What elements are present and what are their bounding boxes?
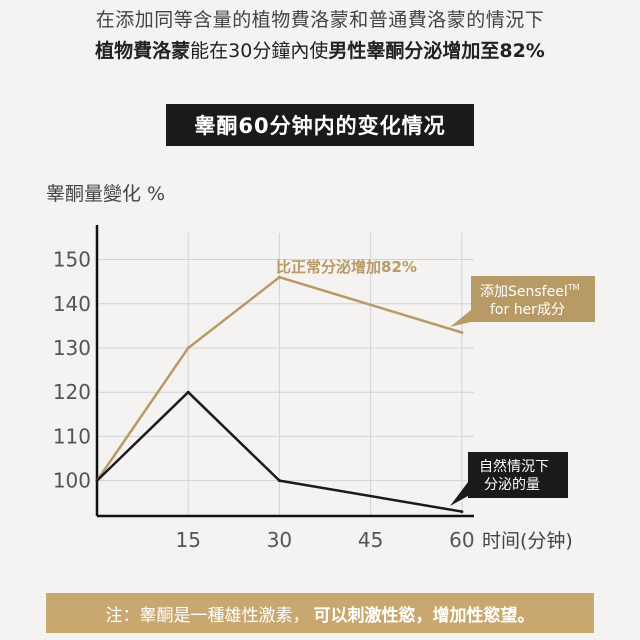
data-point-natural-60 (460, 510, 464, 514)
legend-black-pointer (450, 482, 468, 506)
legend-gold-tm: TM (567, 283, 580, 292)
data-point-natural-0 (95, 479, 99, 483)
intro-line-1: 在添加同等含量的植物費洛蒙和普通費洛蒙的情況下 (95, 9, 545, 31)
data-point-sensfeel-15 (186, 346, 190, 350)
y-tick-label-100: 100 (53, 469, 91, 493)
legend-gold-callout: 添加SensfeelTM for her成分 (450, 276, 595, 327)
data-point-sensfeel-30 (277, 275, 281, 279)
x-tick-label-45: 45 (358, 528, 383, 552)
y-tick-label-130: 130 (53, 336, 91, 360)
legend-black-line-1: 自然情況下 (479, 458, 549, 475)
legend-black-callout: 自然情況下 分泌的量 (450, 452, 568, 506)
footer-note-emphasis: 可以刺激性慾，增加性慾望。 (313, 605, 535, 626)
x-tick-label-60: 60 (449, 528, 474, 552)
intro-highlight-plant: 植物費洛蒙 (95, 40, 191, 62)
y-tick-label-110: 110 (53, 424, 91, 448)
intro-middle-text: 能在30分鐘內使 (190, 40, 329, 62)
line-chart: 睾酮量變化 % 时间(分钟) 100 110 120 130 140 150 15 30 45 6… (46, 183, 595, 552)
legend-gold-line-1: 添加Sensfeel (480, 284, 568, 300)
y-axis-label: 睾酮量變化 % (46, 183, 165, 205)
x-axis-label: 时间(分钟) (482, 530, 573, 552)
x-tick-label-15: 15 (175, 528, 200, 552)
y-tick-label-150: 150 (53, 248, 91, 272)
data-point-sensfeel-60 (460, 330, 464, 334)
legend-black-line-2: 分泌的量 (484, 477, 540, 493)
y-tick-label-120: 120 (53, 380, 91, 404)
footer-note-text: 注：睾酮是一種雄性激素， (105, 605, 310, 626)
data-point-natural-30 (277, 479, 281, 483)
intro-highlight-result: 男性睾酮分泌增加至82% (328, 40, 545, 62)
x-tick-label-30: 30 (267, 528, 292, 552)
intro-line-2: 植物費洛蒙能在30分鐘內使男性睾酮分泌增加至82% (0, 36, 640, 63)
footer-note: 注：睾酮是一種雄性激素， 可以刺激性慾，增加性慾望。 (46, 593, 594, 633)
annotation-increase: 比正常分泌增加82% (276, 258, 417, 276)
series-line-natural (96, 390, 463, 513)
legend-gold-pointer (450, 310, 471, 327)
legend-black-box (468, 452, 568, 498)
y-tick-label-140: 140 (53, 292, 91, 316)
legend-gold-box (471, 276, 595, 322)
legend-gold-text: 添加SensfeelTM (480, 283, 580, 300)
chart-title: 睾酮60分钟内的变化情况 (166, 104, 474, 146)
legend-gold-line-2: for her成分 (490, 302, 565, 318)
data-point-natural-15 (186, 390, 190, 394)
series-line-sensfeel (95, 275, 463, 482)
